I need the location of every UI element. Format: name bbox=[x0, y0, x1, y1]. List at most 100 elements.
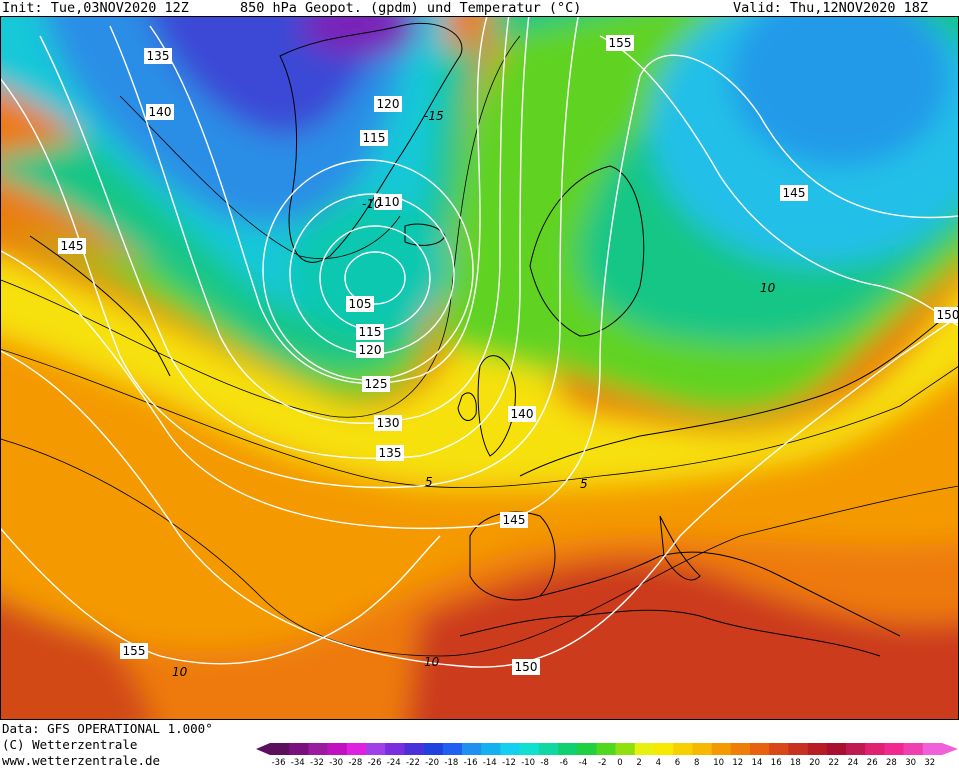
colorbar-cell bbox=[692, 743, 712, 755]
isotherm-0 bbox=[0, 35, 521, 418]
contour-140 bbox=[0, 16, 579, 489]
mediterranean-coast bbox=[539, 551, 901, 637]
colorbar-tick-label: 16 bbox=[770, 758, 782, 768]
scandinavia-coast bbox=[529, 165, 645, 337]
canada-coast bbox=[29, 235, 171, 377]
colorbar-tick-label: -32 bbox=[310, 758, 324, 768]
colorbar-cell bbox=[750, 743, 770, 755]
colorbar-cell bbox=[846, 743, 866, 755]
label-t5-s: 5 bbox=[580, 477, 588, 491]
colorbar-tick-label: 12 bbox=[732, 758, 744, 768]
label-z120-s: 120 bbox=[356, 342, 384, 358]
website-url: www.wetterzentrale.de bbox=[2, 753, 161, 768]
label-z145-c: 145 bbox=[500, 512, 528, 528]
colorbar-tick-label: -4 bbox=[578, 758, 588, 768]
colorbar-cell bbox=[366, 743, 386, 755]
label-z125: 125 bbox=[362, 376, 390, 392]
colorbar-cell bbox=[308, 743, 328, 755]
svg-text:120: 120 bbox=[377, 97, 400, 111]
field-cold-ne bbox=[730, 16, 950, 166]
iceland-coast bbox=[404, 223, 446, 246]
colorbar-cell bbox=[807, 743, 828, 755]
colorbar-cell bbox=[826, 743, 847, 755]
data-source: Data: GFS OPERATIONAL 1.000° bbox=[2, 721, 213, 736]
colorbar-cell bbox=[500, 743, 520, 755]
copyright: (C) Wetterzentrale bbox=[2, 737, 138, 752]
colorbar-tick-label: 8 bbox=[694, 758, 700, 768]
field-very-hot bbox=[407, 559, 959, 720]
colorbar-cell bbox=[346, 743, 367, 755]
contour-145 bbox=[0, 54, 959, 530]
svg-text:130: 130 bbox=[377, 416, 400, 430]
colorbar-tick-label: -28 bbox=[348, 758, 363, 768]
greenland-coast bbox=[279, 22, 463, 263]
colorbar-cell bbox=[596, 743, 616, 755]
label-z120-n: 120 bbox=[374, 96, 402, 112]
colorbar-tick-label: 26 bbox=[866, 758, 878, 768]
isotherm-10 bbox=[0, 438, 959, 657]
colorbar-cell bbox=[903, 743, 924, 755]
contour-150 bbox=[0, 315, 959, 668]
colorbar-cell bbox=[404, 743, 424, 755]
svg-text:155: 155 bbox=[123, 644, 146, 658]
colorbar bbox=[256, 743, 958, 755]
svg-text:155: 155 bbox=[609, 36, 632, 50]
colorbar-tick-label: -18 bbox=[444, 758, 459, 768]
iberia-coast bbox=[469, 511, 556, 601]
chart-title: 850 hPa Geopot. (gpdm) und Temperatur (°… bbox=[240, 0, 582, 16]
contour-155 bbox=[0, 526, 441, 665]
svg-text:145: 145 bbox=[503, 513, 526, 527]
colorbar-tick-label: -6 bbox=[559, 758, 569, 768]
label-z110: 110 bbox=[374, 194, 402, 210]
colorbar-tick-label: 10 bbox=[713, 758, 725, 768]
colorbar-cell bbox=[769, 743, 789, 755]
svg-text:150: 150 bbox=[515, 660, 538, 674]
colorbar-tick-label: 30 bbox=[905, 758, 917, 768]
colorbar-tick-label: -2 bbox=[598, 758, 607, 768]
label-z150-e: 150 bbox=[934, 307, 959, 323]
label-z140-c: 140 bbox=[508, 406, 536, 422]
colorbar-arrow-left bbox=[256, 743, 270, 755]
colorbar-tick-label: 28 bbox=[886, 758, 897, 768]
colorbar-cell bbox=[519, 743, 540, 755]
british-isles-coast bbox=[477, 355, 516, 457]
colorbar-tick-label: 0 bbox=[617, 758, 623, 768]
geopotential-label-layer: 135 140 145 120 115 110 105 115 120 125 … bbox=[58, 35, 959, 675]
temperature-label-layer: -15 -10 10 5 5 10 10 bbox=[172, 109, 776, 679]
colorbar-cell bbox=[462, 743, 482, 755]
svg-text:115: 115 bbox=[359, 325, 382, 339]
svg-text:145: 145 bbox=[783, 186, 806, 200]
europe-coast bbox=[519, 305, 959, 477]
label-z135-nw: 135 bbox=[144, 48, 172, 64]
valid-time: Valid: Thu,12NOV2020 18Z bbox=[733, 0, 929, 16]
colorbar-cell bbox=[327, 743, 348, 755]
africa-coast bbox=[459, 609, 881, 657]
colorbar-tick-label: 32 bbox=[924, 758, 936, 768]
svg-text:140: 140 bbox=[511, 407, 534, 421]
colorbar-cell bbox=[654, 743, 674, 755]
field-warm-low bbox=[0, 43, 959, 486]
colorbar-cells bbox=[256, 743, 958, 755]
colorbar-tick-label: -12 bbox=[502, 758, 516, 768]
colorbar-tick-label: 18 bbox=[790, 758, 801, 768]
svg-text:120: 120 bbox=[359, 343, 382, 357]
label-z115-n: 115 bbox=[360, 130, 388, 146]
coastlines bbox=[29, 22, 959, 657]
colorbar-tick-label: 24 bbox=[847, 758, 859, 768]
label-z105: 105 bbox=[346, 296, 374, 312]
svg-text:140: 140 bbox=[149, 105, 172, 119]
svg-text:135: 135 bbox=[379, 446, 402, 460]
label-z145-e: 145 bbox=[780, 185, 808, 201]
label-z130: 130 bbox=[374, 415, 402, 431]
label-t5-c: 5 bbox=[425, 475, 433, 489]
label-t-15: -15 bbox=[424, 109, 444, 123]
colorbar-cell bbox=[558, 743, 578, 755]
field-deep-cold bbox=[300, 16, 420, 56]
colorbar-tick-label: -8 bbox=[540, 758, 549, 768]
svg-text:125: 125 bbox=[365, 377, 388, 391]
colorbar-cell bbox=[615, 743, 636, 755]
colorbar-cell bbox=[788, 743, 808, 755]
colorbar-cell bbox=[634, 743, 655, 755]
label-t10-e: 10 bbox=[760, 281, 776, 295]
label-t-10: -10 bbox=[362, 197, 382, 211]
